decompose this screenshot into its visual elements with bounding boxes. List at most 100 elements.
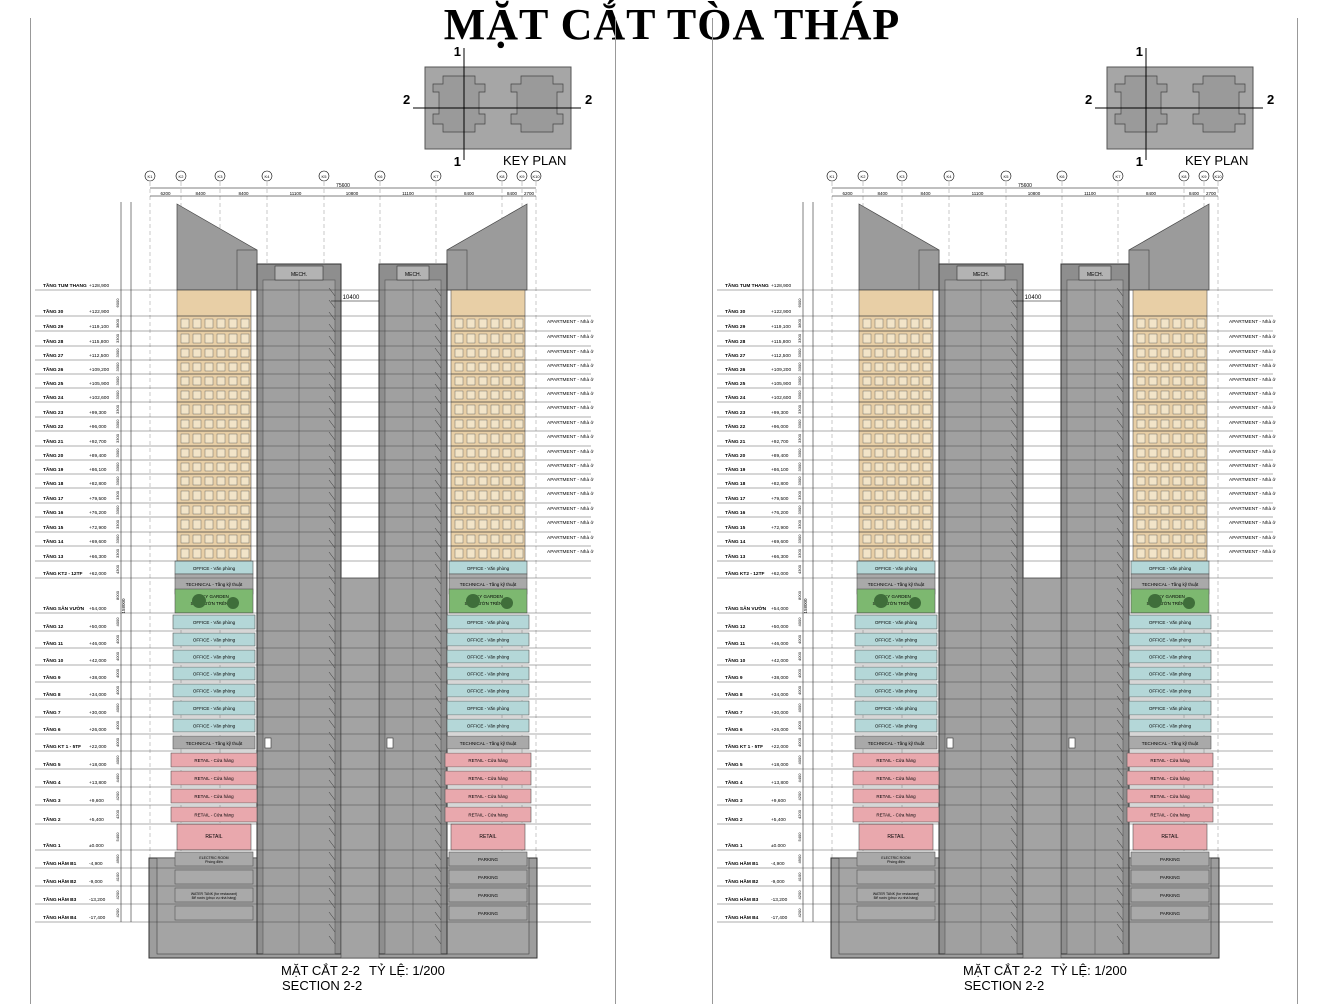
basement-floor xyxy=(1130,869,1210,885)
stair-tread xyxy=(1010,299,1018,309)
apartment-unit xyxy=(1160,448,1170,458)
grid-spacing: 10800 xyxy=(346,191,359,196)
grid-bubble xyxy=(530,170,542,182)
apartment-unit xyxy=(1160,419,1170,429)
level-name: TẦNG 8 xyxy=(725,691,743,698)
stair-tread xyxy=(434,347,442,357)
key-plan-label: KEY PLAN xyxy=(1185,153,1248,168)
level-name: TẦNG 14 xyxy=(725,538,746,545)
apartment-unit xyxy=(180,448,190,458)
grid-bubble xyxy=(1212,170,1224,182)
grid-bubble xyxy=(896,170,908,182)
crown-right-step xyxy=(446,249,468,291)
parking-label: PARKING xyxy=(1160,911,1180,916)
apartment-unit xyxy=(1136,318,1146,329)
stair-tread xyxy=(1010,479,1018,489)
apartment-unit xyxy=(228,419,238,429)
apartment-unit xyxy=(490,448,500,458)
apartment-unit xyxy=(240,404,250,415)
apartment-unit xyxy=(1172,519,1182,530)
apartment-unit xyxy=(922,362,932,372)
mech-room xyxy=(274,265,324,281)
stair-tread xyxy=(1116,647,1124,657)
floor-height: 3300 xyxy=(797,462,802,472)
level-name: TẦNG 3 xyxy=(43,797,61,804)
grid-bubble-label: K6 xyxy=(378,174,384,179)
apartment-unit xyxy=(490,548,500,559)
stair-tread xyxy=(328,431,336,441)
apartment-unit xyxy=(1136,362,1146,372)
parking-label: PARKING xyxy=(1160,875,1180,880)
apartment-unit xyxy=(1172,390,1182,400)
stair-tread xyxy=(1116,611,1124,621)
office-floor xyxy=(446,683,530,698)
level-elevation: +72,900 xyxy=(89,525,107,531)
tree-icon xyxy=(874,594,888,608)
stair-tread xyxy=(434,539,442,549)
apartment-unit xyxy=(898,362,908,372)
apartment-unit xyxy=(466,404,476,415)
stair-tread xyxy=(328,827,336,837)
basement-floor xyxy=(856,905,936,921)
apartment-unit xyxy=(1136,404,1146,415)
stair-tread xyxy=(434,659,442,669)
apartment-unit xyxy=(910,419,920,429)
apartment-unit xyxy=(192,433,202,444)
apartment-unit xyxy=(514,348,524,358)
apartment-unit xyxy=(1136,548,1146,559)
office-label: OFFICE - Văn phòng xyxy=(1149,655,1192,660)
grid-bubble xyxy=(1056,170,1068,182)
technical-label: TECHNICAL - Tầng kỹ thuật xyxy=(868,582,925,587)
water-tank-label-vi: Bể nước (phục vụ nhà hàng) xyxy=(874,896,919,900)
stair-tread xyxy=(434,563,442,573)
total-height: 158000 xyxy=(803,598,808,614)
apartment-label: APARTMENT - Nhà ở xyxy=(547,404,594,411)
apartment-label: APARTMENT - Nhà ở xyxy=(1229,390,1276,397)
level-elevation: +38,000 xyxy=(89,675,107,681)
apartment-unit xyxy=(874,376,884,386)
apartment-unit xyxy=(1184,448,1194,458)
apartment-unit xyxy=(514,362,524,372)
level-name: TẦNG 17 xyxy=(43,495,64,502)
office-label: OFFICE - Văn phòng xyxy=(875,566,918,571)
central-podium xyxy=(340,577,380,959)
level-elevation: +26,000 xyxy=(771,727,789,733)
level-name: TẦNG 18 xyxy=(43,480,64,487)
apartment-unit xyxy=(228,376,238,386)
floor-height: 3300 xyxy=(115,448,120,458)
apartment-unit xyxy=(898,534,908,544)
key-plan-mark: 1 xyxy=(1136,154,1143,169)
floor-height: 6000 xyxy=(797,298,802,308)
basement-floor xyxy=(174,905,254,921)
apartment-unit xyxy=(228,433,238,444)
section-drawing: 1 1 2 2 KEY PLAN K1 K2 K3 K4 K5 K6 K7 K8 K9 K10 75600 62… xyxy=(717,44,1276,993)
level-name: TẦNG 1 xyxy=(43,842,61,849)
office-label: OFFICE - Văn phòng xyxy=(875,638,918,643)
level-name: TẦNG KT2 - 12TF xyxy=(725,570,765,577)
level-name: TẦNG 15 xyxy=(43,524,64,531)
stair-tread xyxy=(1116,851,1124,861)
apartment-label: APARTMENT - Nhà ở xyxy=(1229,376,1276,383)
floor-height: 4000 xyxy=(797,755,802,765)
grid-bubble-label: K6 xyxy=(1060,174,1066,179)
apartment-unit xyxy=(478,505,488,515)
floor-height: 3300 xyxy=(797,404,802,414)
level-elevation: +46,000 xyxy=(89,641,107,647)
sky-garden-label: SKY GARDEN xyxy=(1155,594,1184,599)
apartment-unit xyxy=(1184,318,1194,329)
basement-floor xyxy=(448,869,528,885)
apartment-unit xyxy=(466,505,476,515)
stair-tread xyxy=(1010,587,1018,597)
level-name: TẦNG 13 xyxy=(725,553,746,560)
stair-tread xyxy=(1010,443,1018,453)
apartment-unit xyxy=(1136,505,1146,515)
stair-tread xyxy=(1010,623,1018,633)
apartment-unit xyxy=(502,505,512,515)
apartment-unit xyxy=(478,433,488,444)
office-label: OFFICE - Văn phòng xyxy=(193,655,236,660)
office-label: OFFICE - Văn phòng xyxy=(467,638,510,643)
tree-icon xyxy=(1183,597,1195,609)
apartment-unit xyxy=(1172,333,1182,344)
office-label: OFFICE - Văn phòng xyxy=(875,655,918,660)
apartment-unit xyxy=(216,433,226,444)
